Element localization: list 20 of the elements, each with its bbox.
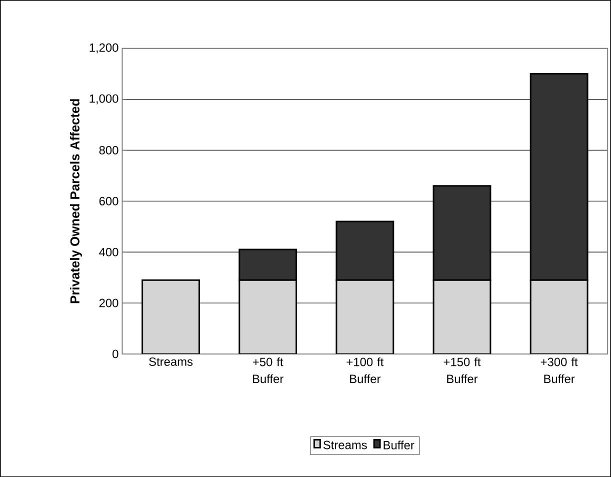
- x-tick-label: +150 ft Buffer: [444, 357, 481, 384]
- y-axis-title: Privately Owned Parcels Affected: [70, 99, 82, 303]
- x-tick-label: +50 ft Buffer: [252, 357, 284, 384]
- y-tick-label: 1,200: [90, 43, 118, 54]
- legend-label: Buffer: [384, 440, 414, 450]
- y-tick-label: 400: [99, 248, 118, 256]
- y-tick-label: 200: [99, 298, 118, 308]
- bar: [530, 279, 588, 354]
- bar: [142, 279, 200, 354]
- bar: [238, 279, 298, 354]
- y-tick-label: 800: [99, 146, 118, 154]
- y-tick-label: 1,000: [90, 94, 118, 104]
- x-tick-label: +300 ft Buffer: [540, 357, 578, 384]
- x-tick-label: +100 ft Buffer: [346, 357, 384, 384]
- bar: [336, 279, 394, 354]
- y-tick-label: 600: [99, 196, 118, 206]
- y-tick-label: 0: [112, 350, 118, 358]
- x-tick-label: Streams: [149, 357, 193, 366]
- legend-label: Streams: [323, 440, 367, 450]
- bar: [432, 279, 492, 354]
